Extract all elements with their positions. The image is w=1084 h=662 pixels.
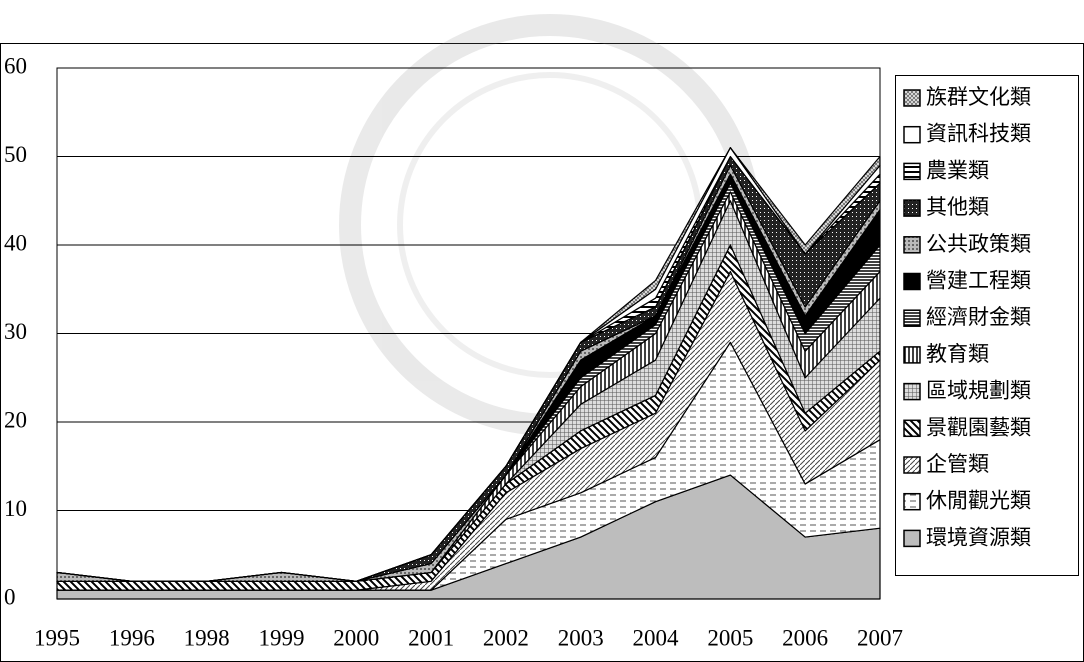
x-tick-label: 2000 <box>333 625 379 650</box>
legend-swatch <box>903 419 921 438</box>
legend-label: 休閒觀光類 <box>926 489 1031 513</box>
legend-label: 其他類 <box>926 195 989 219</box>
y-tick-label: 0 <box>4 584 16 609</box>
x-tick-label: 2004 <box>633 625 680 650</box>
legend-swatch <box>903 89 921 107</box>
legend-label: 族群文化類 <box>926 85 1031 109</box>
y-tick-label: 50 <box>4 142 27 167</box>
legend-label: 教育類 <box>926 342 989 366</box>
y-tick-label: 30 <box>4 319 27 344</box>
x-tick-label: 2007 <box>857 625 903 650</box>
area <box>56 147 881 582</box>
x-tick-label: 2001 <box>408 625 454 650</box>
x-tick-label: 1996 <box>109 625 155 650</box>
x-tick-label: 1998 <box>184 625 230 650</box>
y-tick-label: 60 <box>4 53 27 78</box>
legend-swatch <box>903 162 921 181</box>
legend-swatch <box>903 272 921 291</box>
legend-box <box>895 75 1079 576</box>
legend-label: 景觀園藝類 <box>926 415 1031 439</box>
legend-label: 公共政策類 <box>926 232 1031 256</box>
y-tick-label: 40 <box>4 230 27 255</box>
legend-label: 經濟財金類 <box>926 305 1031 329</box>
x-tick-label: 2006 <box>782 625 828 650</box>
legend-swatch <box>903 492 921 511</box>
legend-swatch <box>903 125 921 144</box>
legend-swatch <box>903 309 921 327</box>
legend-label: 區域規劃類 <box>926 379 1031 403</box>
legend-swatch <box>903 456 921 474</box>
legend-swatch <box>903 346 921 364</box>
y-tick-label: 10 <box>4 496 27 521</box>
legend-swatch <box>903 236 921 254</box>
legend-label: 營建工程類 <box>926 269 1031 293</box>
legend-label: 農業類 <box>926 158 989 182</box>
legend-swatch <box>903 382 921 401</box>
x-tick-label: 2002 <box>483 625 529 650</box>
x-tick-label: 1995 <box>34 625 80 650</box>
x-tick-label: 1999 <box>258 625 304 650</box>
legend-label: 企管類 <box>926 452 989 476</box>
legend-swatch <box>903 199 921 217</box>
x-tick-label: 2003 <box>558 625 604 650</box>
legend-swatch <box>903 529 921 548</box>
x-tick-label: 2005 <box>707 625 753 650</box>
plot <box>56 67 881 600</box>
legend-label: 資訊科技類 <box>926 122 1031 146</box>
y-tick-label: 20 <box>4 407 27 432</box>
legend-label: 環境資源類 <box>926 525 1031 549</box>
